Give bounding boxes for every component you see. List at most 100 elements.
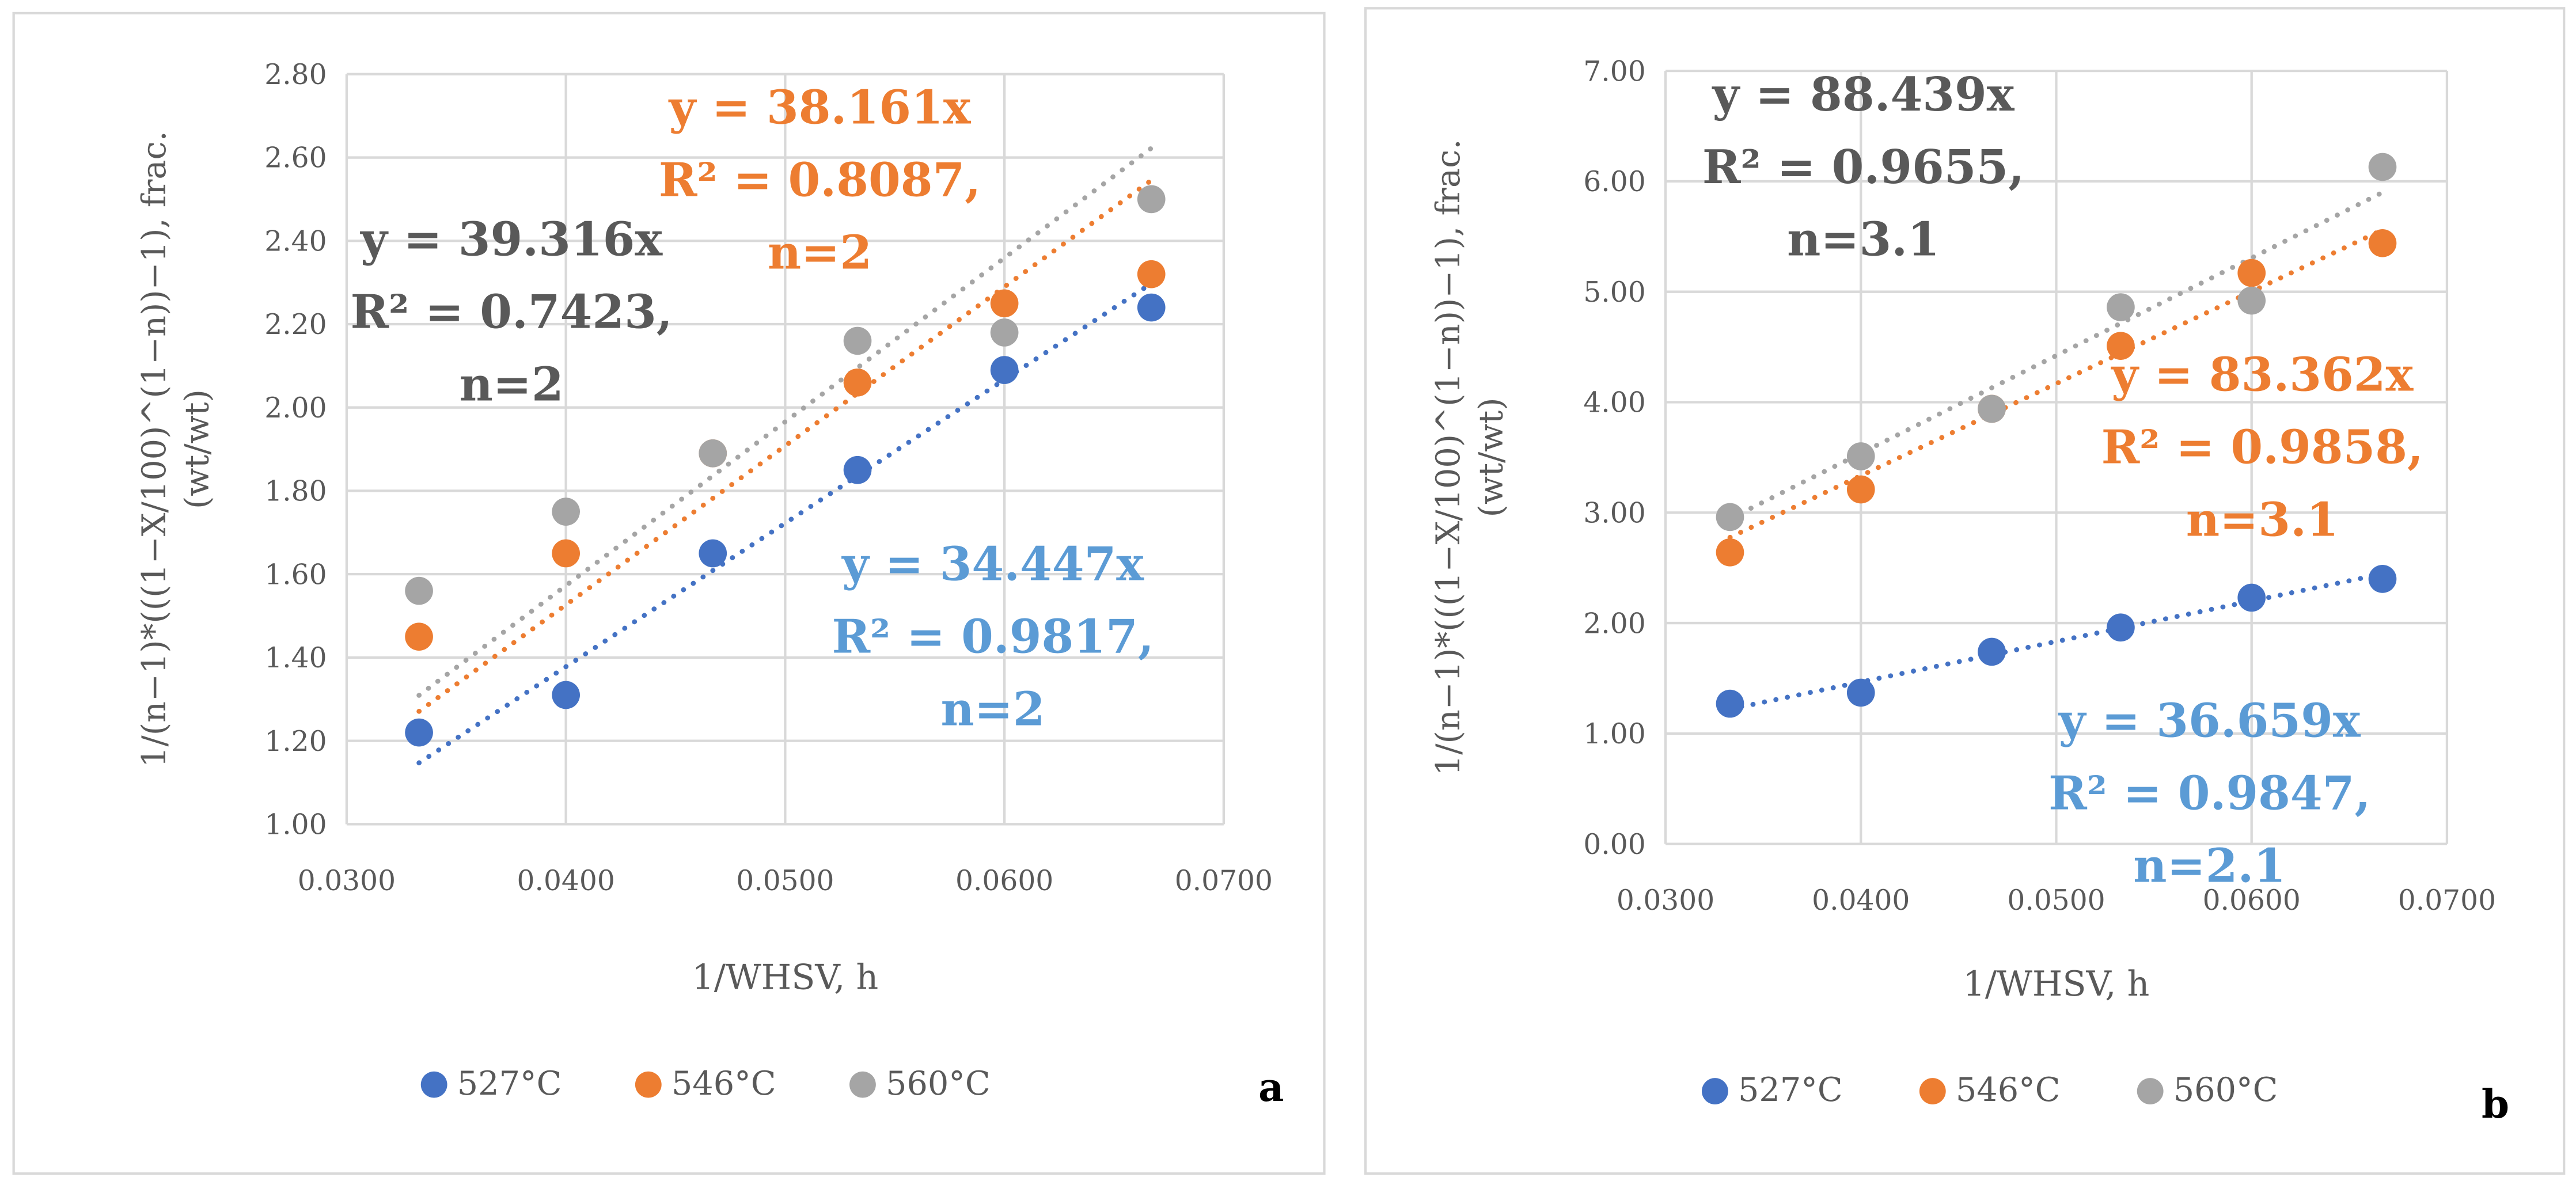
panel-label: a [1258, 1064, 1284, 1111]
y-tick-label: 2.60 [264, 142, 327, 174]
trendline-equation-label: y = 36.659x [2058, 694, 2361, 748]
legend-label: 560°C [2173, 1070, 2278, 1109]
legend-marker-527 [420, 1071, 447, 1098]
x-tick-label: 0.0300 [1617, 884, 1714, 917]
x-axis-title: 1/WHSV, h [692, 958, 879, 998]
data-point-527 [1716, 689, 1744, 718]
trendline-equation-label: n=2 [768, 226, 872, 280]
data-point-560 [405, 576, 433, 605]
data-point-546 [990, 289, 1019, 318]
x-tick-label: 0.0300 [298, 865, 396, 897]
data-point-560 [1716, 503, 1744, 531]
panel-label: b [2482, 1081, 2509, 1127]
trendline-equation-label: n=2.1 [2133, 839, 2286, 893]
trendline-equation-label: n=2 [460, 358, 564, 412]
data-point-560 [843, 326, 872, 355]
legend-label: 527°C [1738, 1070, 1843, 1109]
y-tick-label: 2.20 [264, 309, 327, 341]
data-point-527 [990, 356, 1019, 384]
data-point-560 [699, 439, 727, 468]
trendline-equation-label: R² = 0.9858, [2101, 420, 2423, 474]
trendline-560 [416, 146, 1154, 698]
y-tick-label: 5.00 [1583, 276, 1645, 309]
y-tick-label: 1.80 [264, 476, 327, 508]
data-point-527 [843, 455, 872, 484]
trendline-equation-label: R² = 0.9655, [1702, 140, 2024, 194]
data-point-527 [552, 681, 580, 709]
chart-frame [1364, 7, 2566, 1175]
data-point-546 [405, 622, 433, 651]
y-axis-title-line: 1/(n−1)*(((1−X/100)^(1−n))−1), frac. [1429, 139, 1467, 776]
x-tick-label: 0.0500 [736, 865, 834, 897]
x-tick-label: 0.0400 [517, 865, 615, 897]
trendline-equation-label: y = 39.316x [359, 212, 663, 267]
data-point-527 [1978, 637, 2006, 666]
data-point-546 [552, 539, 580, 568]
data-point-546 [2237, 259, 2266, 287]
data-point-546 [1846, 475, 1875, 504]
y-tick-label: 7.00 [1583, 55, 1645, 88]
x-tick-label: 0.0700 [2398, 884, 2496, 917]
legend-marker-546 [1919, 1078, 1946, 1104]
data-point-546 [1137, 260, 1166, 288]
y-tick-label: 1.20 [264, 726, 327, 758]
y-tick-label: 1.60 [264, 559, 327, 591]
trendline-546 [416, 177, 1154, 714]
y-tick-label: 1.00 [1583, 718, 1645, 750]
y-axis-title: 1/(n−1)*(((1−X/100)^(1−n))−1), frac. (wt/… [1429, 139, 1510, 776]
data-point-527 [2107, 613, 2135, 642]
y-tick-label: 4.00 [1583, 387, 1645, 419]
data-point-560 [1137, 185, 1166, 214]
y-tick-label: 0.00 [1583, 829, 1645, 861]
data-point-546 [2368, 229, 2397, 257]
legend-label: 546°C [671, 1064, 776, 1103]
y-tick-label: 1.40 [264, 642, 327, 674]
data-point-560 [552, 498, 580, 526]
trendline-equation-label: y = 88.439x [1712, 67, 2015, 121]
chart-frame [12, 12, 1326, 1175]
trendline-equation-label: R² = 0.8087, [659, 153, 981, 207]
data-point-560 [2237, 286, 2266, 315]
y-axis-title-line: (wt/wt) [1472, 397, 1511, 517]
x-tick-label: 0.0700 [1175, 865, 1273, 897]
legend-marker-560 [849, 1071, 876, 1098]
trendline-546 [1727, 227, 2385, 540]
y-tick-label: 2.00 [264, 392, 327, 424]
x-tick-label: 0.0500 [2007, 884, 2105, 917]
x-tick-label: 0.0400 [1812, 884, 1910, 917]
chart-panel-a: 1.00 1.20 1.40 1.60 1.80 2.00 2.20 2.40 2.60 2.80… [12, 12, 1326, 1175]
y-axis-title-line: (wt/wt) [177, 389, 216, 509]
legend-label: 546°C [1956, 1070, 2061, 1109]
legend-marker-546 [635, 1071, 662, 1098]
data-point-546 [1716, 538, 1744, 567]
data-point-527 [699, 539, 727, 568]
trendline-560 [1727, 189, 2385, 522]
legend-label: 560°C [886, 1064, 991, 1103]
data-point-527 [2368, 565, 2397, 593]
trendline-equation-label: y = 83.362x [2110, 347, 2414, 401]
x-tick-label: 0.0600 [2203, 884, 2301, 917]
data-point-527 [1846, 678, 1875, 707]
y-tick-label: 2.00 [1583, 607, 1645, 640]
trendline-equation-label: n=2 [940, 682, 1045, 736]
chart-panel-b: 0.00 1.00 2.00 3.00 4.00 5.00 6.00 7.00 0.0300 0.… [1364, 7, 2566, 1175]
y-tick-label: 6.00 [1583, 166, 1645, 198]
x-axis-title: 1/WHSV, h [1963, 964, 2150, 1004]
data-point-546 [843, 368, 872, 397]
y-tick-label: 2.40 [264, 225, 327, 257]
data-point-560 [2368, 153, 2397, 181]
data-point-546 [2107, 332, 2135, 360]
trendline-equation-label: R² = 0.7423, [351, 285, 673, 339]
data-point-560 [2107, 293, 2135, 321]
y-axis-title-line: 1/(n−1)*(((1−X/100)^(1−n))−1), frac. [135, 131, 173, 768]
data-point-527 [405, 718, 433, 747]
y-tick-label: 2.80 [264, 59, 327, 91]
trendline-equation-label: R² = 0.9817, [832, 610, 1154, 664]
y-tick-label: 3.00 [1583, 497, 1645, 529]
trendline-equation-label: R² = 0.9847, [2048, 766, 2370, 821]
trendline-equation-label: y = 34.447x [841, 537, 1144, 591]
legend-label: 527°C [457, 1064, 562, 1103]
x-tick-label: 0.0600 [955, 865, 1053, 897]
trendline-equation-label: y = 38.161x [668, 81, 972, 135]
